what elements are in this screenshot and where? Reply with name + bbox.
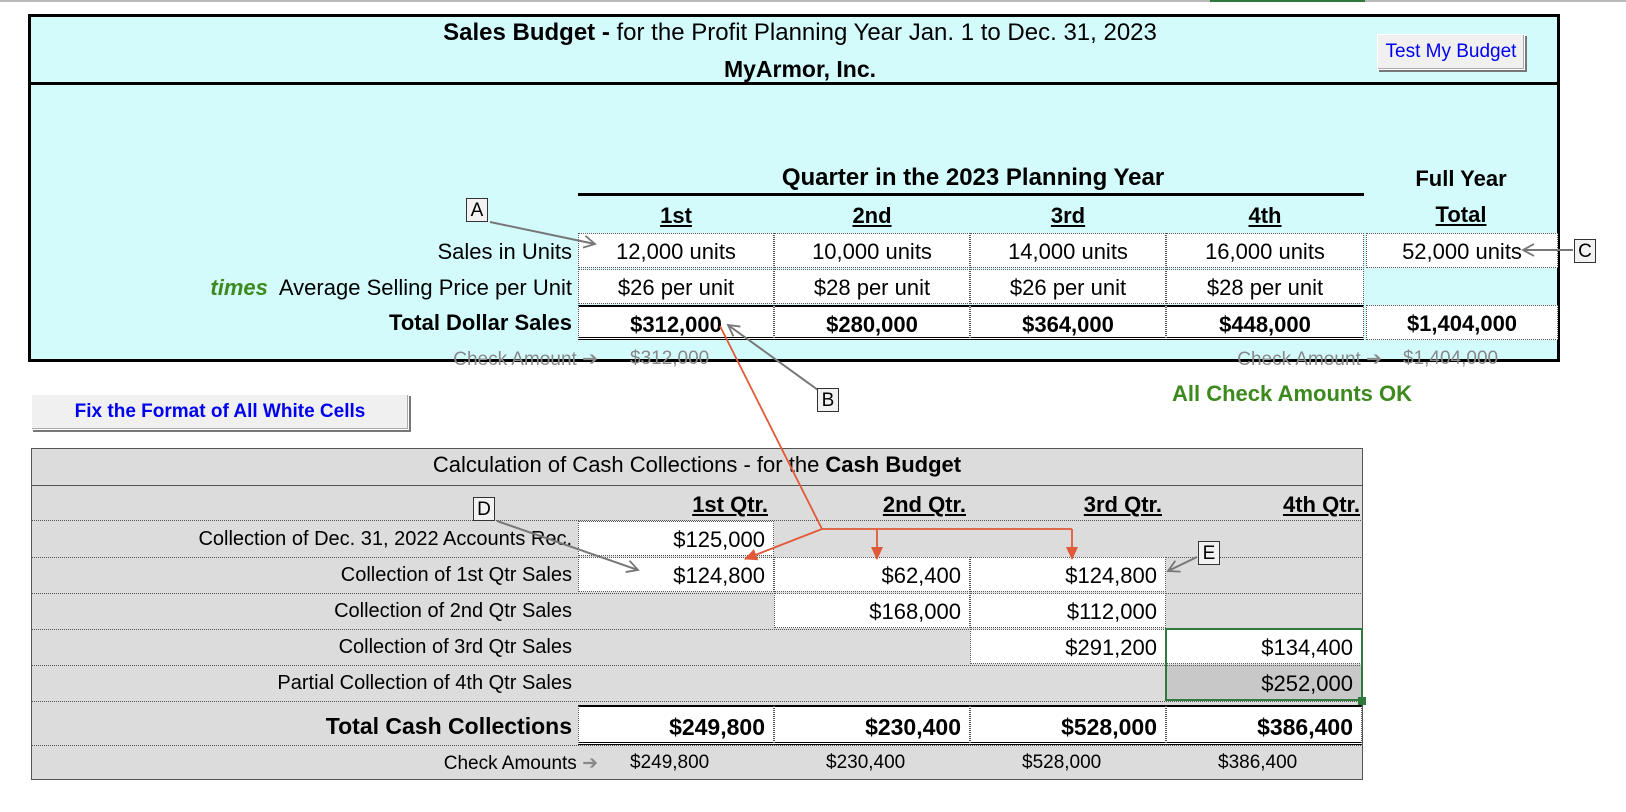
test-my-budget-button[interactable]: Test My Budget xyxy=(1377,34,1525,70)
title-divider xyxy=(31,485,1363,486)
times-word: times xyxy=(210,275,268,300)
price-q1[interactable]: $26 per unit xyxy=(578,269,774,304)
cash-q3sales-q3[interactable]: $291,200 xyxy=(970,629,1166,664)
marker-b: B xyxy=(817,388,839,412)
cash-q3sales-q4[interactable]: $134,400 xyxy=(1166,629,1362,664)
cash-title-plain: Calculation of Cash Collections - for th… xyxy=(432,452,826,477)
cash-col-2nd: 2nd Qtr. xyxy=(882,492,966,517)
cash-row-label-q2: Collection of 2nd Qtr Sales xyxy=(334,600,572,622)
col-header-4th: 4th xyxy=(1248,203,1282,228)
cash-check-label: Check Amounts ➔ xyxy=(380,752,598,775)
cash-total-q4[interactable]: $386,400 xyxy=(1166,705,1362,745)
units-total[interactable]: 52,000 units xyxy=(1366,233,1558,268)
cash-q2sales-q3[interactable]: $112,000 xyxy=(970,593,1166,628)
cash-total-q3[interactable]: $528,000 xyxy=(970,705,1166,745)
row-label-sales-units: Sales in Units xyxy=(437,239,572,264)
cash-row-label-ar: Collection of Dec. 31, 2022 Accounts Rec… xyxy=(198,528,572,550)
top-edge-accent xyxy=(1210,0,1365,2)
quarter-header-rule xyxy=(578,193,1364,196)
cash-check-label-text: Check Amounts xyxy=(443,753,577,774)
check-status: All Check Amounts OK xyxy=(1172,381,1412,406)
budget-title-bar xyxy=(31,17,1557,85)
cash-col-1st: 1st Qtr. xyxy=(692,492,768,517)
full-year-top: Full Year xyxy=(1415,166,1507,191)
total-sales-q4[interactable]: $448,000 xyxy=(1166,305,1364,340)
col-header-2nd: 2nd xyxy=(852,203,892,228)
cash-q4partial-q4[interactable]: $252,000 xyxy=(1166,665,1362,700)
cash-row-label-q4-partial: Partial Collection of 4th Qtr Sales xyxy=(277,672,572,694)
check-amount-left-label: Check Amount ➔ xyxy=(380,348,598,371)
price-label-text: Average Selling Price per Unit xyxy=(278,275,572,300)
check-amount-left-value: $312,000 xyxy=(630,348,710,369)
marker-e: E xyxy=(1198,541,1220,565)
company-name: MyArmor, Inc. xyxy=(723,56,877,82)
budget-title: Sales Budget - for the Profit Planning Y… xyxy=(0,19,1600,47)
row-divider xyxy=(31,665,1363,666)
row-label-total-sales: Total Dollar Sales xyxy=(389,310,572,335)
cash-total-q1[interactable]: $249,800 xyxy=(578,705,774,745)
cash-check-q4: $386,400 xyxy=(1218,752,1298,773)
units-q1[interactable]: 12,000 units xyxy=(578,233,774,268)
right-arrow-icon: ➔ xyxy=(582,753,598,774)
cell-selection-outline xyxy=(1165,628,1363,701)
price-q3[interactable]: $26 per unit xyxy=(970,269,1166,304)
col-header-1st: 1st xyxy=(660,203,692,228)
row-label-price: times Average Selling Price per Unit xyxy=(100,270,572,305)
cash-row-label-q1: Collection of 1st Qtr Sales xyxy=(340,564,572,586)
price-q2[interactable]: $28 per unit xyxy=(774,269,970,304)
check-amount-right-label: Check Amount ➔ xyxy=(1150,348,1382,371)
cash-table-title: Calculation of Cash Collections - for th… xyxy=(31,452,1363,478)
title-bold: Sales Budget - xyxy=(443,19,610,46)
marker-a: A xyxy=(466,198,488,222)
cash-total-q2[interactable]: $230,400 xyxy=(774,705,970,745)
right-arrow-icon: ➔ xyxy=(1366,349,1382,370)
check-label-left: Check Amount xyxy=(453,349,577,370)
cash-check-q1: $249,800 xyxy=(630,752,710,773)
cash-q1sales-q1[interactable]: $124,800 xyxy=(578,557,774,592)
cash-ar-q1[interactable]: $125,000 xyxy=(578,521,774,556)
cash-col-4th: 4th Qtr. xyxy=(1282,492,1360,517)
row-divider xyxy=(31,520,1363,521)
units-q3[interactable]: 14,000 units xyxy=(970,233,1166,268)
total-sales-q3[interactable]: $364,000 xyxy=(970,305,1166,340)
cash-row-label-total: Total Cash Collections xyxy=(325,713,572,739)
right-arrow-icon: ➔ xyxy=(582,349,598,370)
total-sales-year[interactable]: $1,404,000 xyxy=(1366,305,1558,340)
total-sales-q1[interactable]: $312,000 xyxy=(578,305,774,340)
check-label-right: Check Amount xyxy=(1237,349,1361,370)
fill-handle[interactable] xyxy=(1358,697,1366,705)
units-q2[interactable]: 10,000 units xyxy=(774,233,970,268)
cash-check-q3: $528,000 xyxy=(1022,752,1102,773)
marker-d: D xyxy=(473,497,495,521)
cash-q2sales-q2[interactable]: $168,000 xyxy=(774,593,970,628)
marker-c: C xyxy=(1574,239,1596,263)
sales-budget-panel xyxy=(28,14,1560,362)
row-divider xyxy=(31,593,1363,594)
col-header-3rd: 3rd xyxy=(1050,203,1086,228)
cash-col-3rd: 3rd Qtr. xyxy=(1083,492,1162,517)
fix-format-button[interactable]: Fix the Format of All White Cells xyxy=(31,394,409,430)
check-amount-right-value: $1,404,000 xyxy=(1403,348,1499,369)
cash-title-bold: Cash Budget xyxy=(825,452,962,477)
quarter-header: Quarter in the 2023 Planning Year xyxy=(781,164,1165,191)
row-divider xyxy=(31,701,1363,702)
full-year-total-header: Total xyxy=(1435,202,1487,227)
price-q4[interactable]: $28 per unit xyxy=(1166,269,1364,304)
title-rest: for the Profit Planning Year Jan. 1 to D… xyxy=(609,19,1157,46)
top-edge-line xyxy=(0,0,1626,2)
row-divider xyxy=(31,745,1363,746)
total-sales-q2[interactable]: $280,000 xyxy=(774,305,970,340)
row-divider xyxy=(31,629,1363,630)
cash-q1sales-q3[interactable]: $124,800 xyxy=(970,557,1166,592)
units-q4[interactable]: 16,000 units xyxy=(1166,233,1364,268)
cash-row-label-q3: Collection of 3rd Qtr Sales xyxy=(338,636,572,658)
cash-check-q2: $230,400 xyxy=(826,752,906,773)
cash-q1sales-q2[interactable]: $62,400 xyxy=(774,557,970,592)
